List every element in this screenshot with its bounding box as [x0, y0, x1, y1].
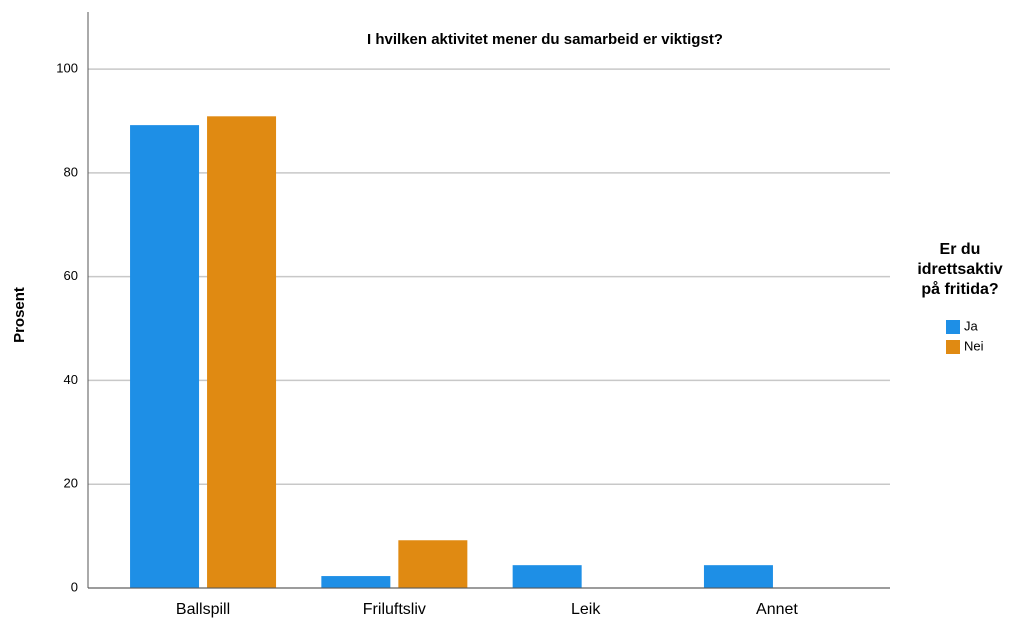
y-tick-label: 40 — [64, 372, 78, 387]
bar — [398, 540, 468, 588]
y-tick-label: 0 — [71, 579, 78, 594]
x-tick-label: Friluftsliv — [363, 601, 426, 618]
y-tick-label: 80 — [64, 164, 78, 179]
legend-swatch — [946, 320, 960, 334]
bar — [321, 576, 391, 588]
legend-label: Nei — [964, 338, 984, 353]
legend-title: Er du — [940, 241, 981, 258]
legend-label: Ja — [964, 318, 979, 333]
x-tick-label: Annet — [756, 601, 798, 618]
bar — [207, 116, 277, 588]
y-tick-label: 100 — [56, 61, 78, 76]
y-axis-label: Prosent — [11, 287, 28, 343]
legend-swatch — [946, 340, 960, 354]
bar — [512, 565, 582, 588]
x-tick-label: Leik — [571, 601, 601, 618]
y-tick-label: 60 — [64, 268, 78, 283]
chart-title: I hvilken aktivitet mener du samarbeid e… — [367, 31, 723, 48]
legend-title: idrettsaktiv — [917, 261, 1002, 278]
y-tick-label: 20 — [64, 476, 78, 491]
bar — [130, 125, 200, 588]
x-tick-label: Ballspill — [176, 601, 230, 618]
bar — [703, 565, 773, 588]
legend-title: på fritida? — [921, 280, 998, 298]
